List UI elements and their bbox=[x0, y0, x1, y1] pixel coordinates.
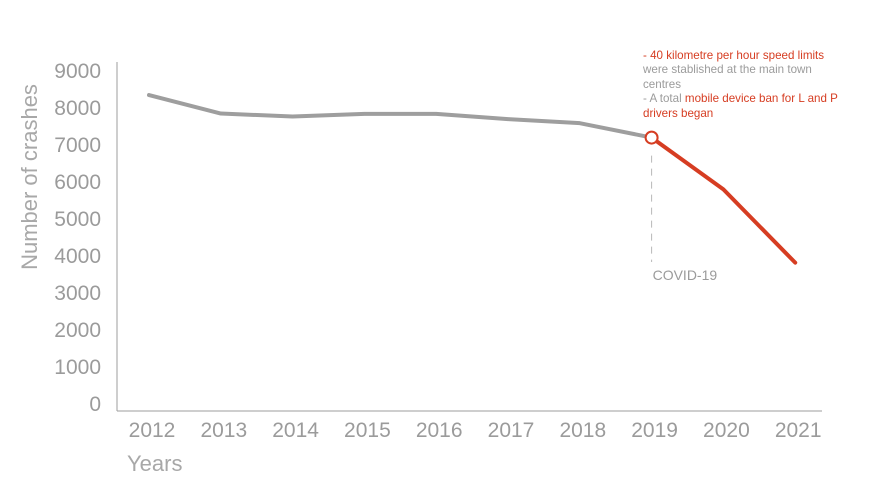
x-tick-label: 2018 bbox=[559, 419, 606, 442]
event-label: COVID-19 bbox=[653, 267, 718, 283]
policy-annotation: - 40 kilometre per hour speed limits wer… bbox=[643, 49, 843, 121]
y-tick-label: 8000 bbox=[54, 97, 101, 120]
y-tick-labels: 0 1000 2000 3000 4000 5000 6000 7000 8000 9000 bbox=[54, 60, 101, 416]
annotation-device-ban-text: - A total bbox=[643, 92, 685, 106]
x-tick-label: 2021 bbox=[775, 419, 822, 442]
x-tick-label: 2014 bbox=[272, 419, 319, 442]
series-lines bbox=[147, 93, 798, 265]
y-tick-label: 4000 bbox=[54, 245, 101, 268]
x-tick-label: 2015 bbox=[344, 419, 391, 442]
x-axis-title: Years bbox=[127, 451, 182, 476]
axes bbox=[116, 62, 822, 412]
y-tick-label: 7000 bbox=[54, 134, 101, 157]
annotation-line-device-ban: - A total mobile device ban for L and P … bbox=[643, 92, 843, 121]
y-tick-label: 2000 bbox=[54, 319, 101, 342]
x-tick-label: 2016 bbox=[416, 419, 463, 442]
y-tick-label: 0 bbox=[89, 393, 101, 416]
annotation-speed-limit-text: were stablished at the main town centres bbox=[643, 63, 812, 91]
y-tick-label: 3000 bbox=[54, 282, 101, 305]
x-tick-labels: 2012 2013 2014 2015 2016 2017 2018 2019 2020 2021 bbox=[129, 419, 822, 442]
covid-event-marker: COVID-19 bbox=[651, 155, 718, 283]
annotation-device-ban-highlight: mobile device ban for L and P drivers be… bbox=[643, 92, 838, 120]
y-tick-label: 5000 bbox=[54, 208, 101, 231]
x-tick-label: 2020 bbox=[703, 419, 750, 442]
data-points bbox=[644, 130, 659, 145]
highlight-point-2019 bbox=[644, 130, 659, 145]
annotation-line-speed-limit: - 40 kilometre per hour speed limits wer… bbox=[643, 49, 843, 92]
series-line-after-2019 bbox=[649, 135, 798, 265]
x-tick-label: 2013 bbox=[200, 419, 247, 442]
y-tick-label: 1000 bbox=[54, 356, 101, 379]
series-line-before-2019 bbox=[147, 93, 654, 140]
y-axis-title: Number of crashes bbox=[17, 84, 42, 270]
x-tick-label: 2019 bbox=[631, 419, 678, 442]
x-tick-label: 2012 bbox=[129, 419, 176, 442]
x-tick-label: 2017 bbox=[488, 419, 535, 442]
y-tick-label: 6000 bbox=[54, 171, 101, 194]
y-tick-label: 9000 bbox=[54, 60, 101, 83]
annotation-speed-limit-highlight: - 40 kilometre per hour speed limits bbox=[643, 49, 825, 62]
